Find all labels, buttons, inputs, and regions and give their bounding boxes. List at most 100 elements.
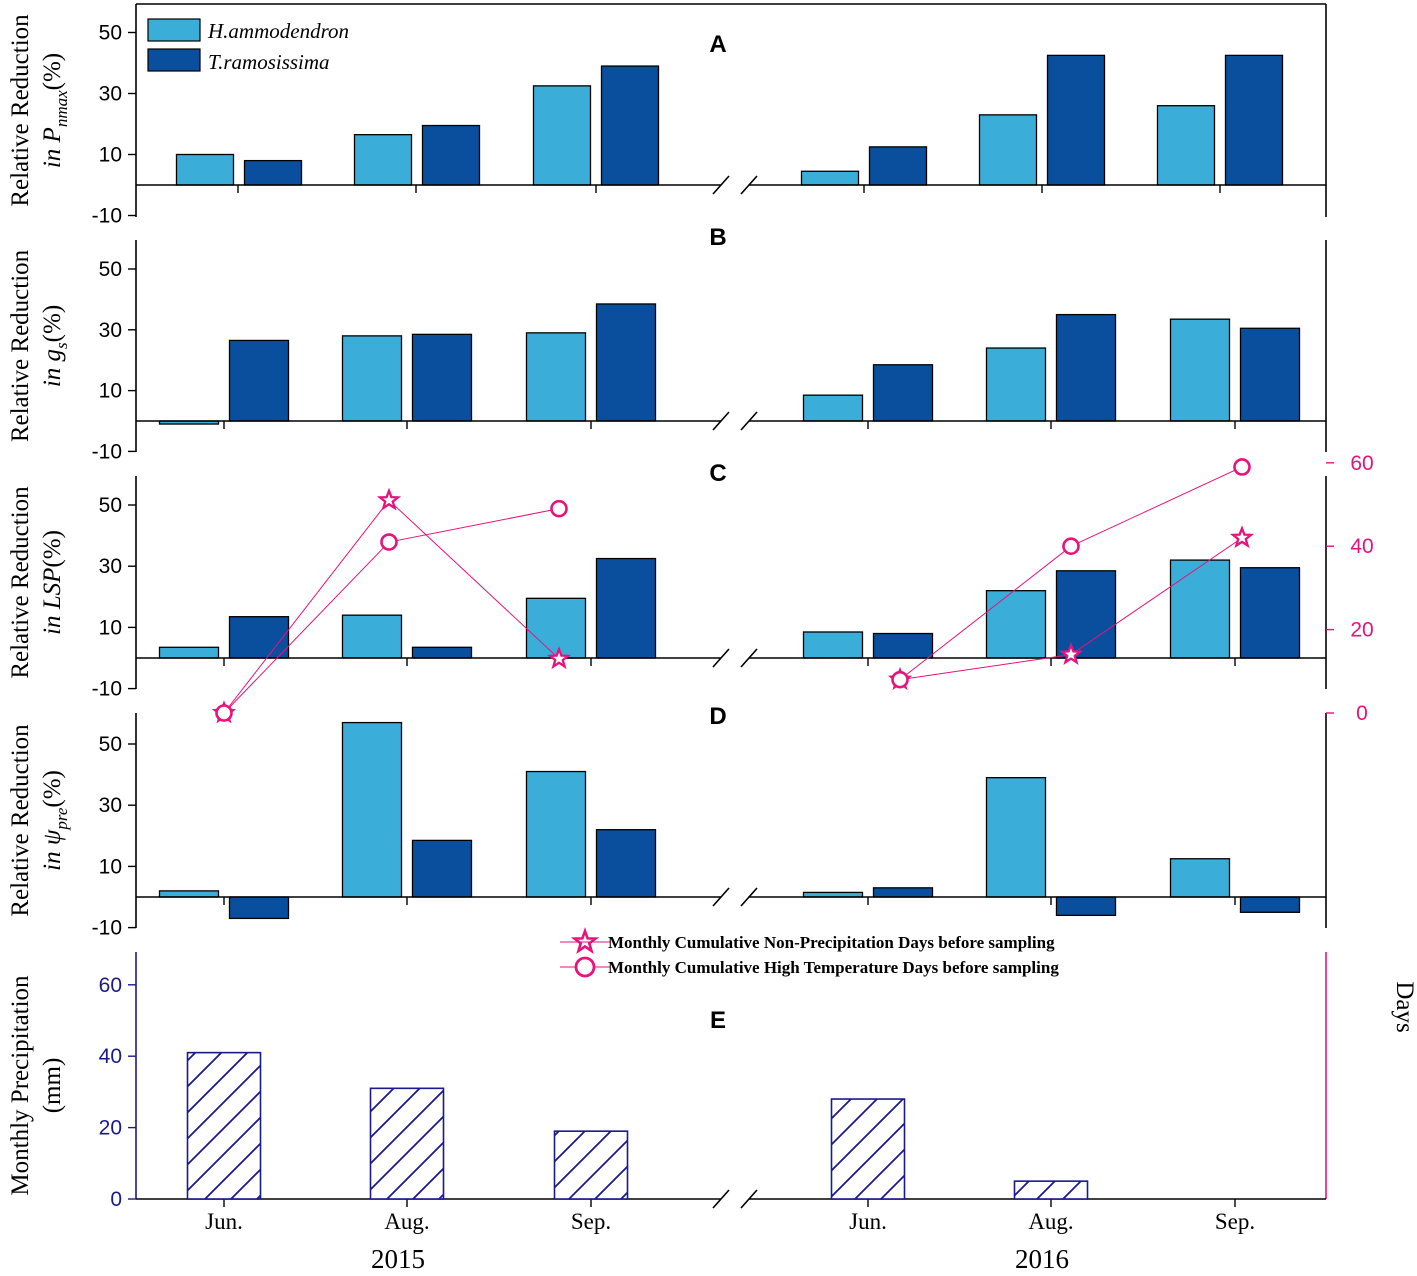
y-tick-label: 30 [99, 794, 122, 817]
precip-bar-2 [553, 1130, 629, 1200]
days-axis-label: Days [1391, 981, 1417, 1032]
circle-marker-icon [1062, 537, 1080, 556]
x-month-label: Sep. [571, 1209, 611, 1234]
y-axis-label: Relative Reduction [7, 14, 34, 207]
bar-a-h-ammodendron-3 [800, 170, 860, 186]
precip-bar-1 [369, 1087, 445, 1200]
bar-d-h-ammodendron-1 [341, 721, 403, 898]
bar-d-t-ramosissima-2 [595, 829, 657, 898]
y-axis-label: Relative Reduction [7, 486, 34, 679]
y-axis-label-sub: in gs(%) [39, 305, 71, 387]
legend-label-t-ramosissima: T.ramosissima [208, 50, 330, 74]
precip-bar-4 [1013, 1180, 1089, 1200]
bar-a-t-ramosissima-2 [600, 65, 660, 186]
precip-tick-label: 60 [99, 974, 122, 997]
y-axis-label: Relative Reduction [7, 724, 34, 917]
y-label-subscript: pre [52, 807, 71, 830]
y-tick-label: -10 [92, 678, 122, 701]
axis-break-mark [712, 175, 730, 195]
y-label-part: in g [39, 349, 66, 387]
bar-d-t-ramosissima-1 [411, 839, 473, 898]
days-tick-label: 20 [1350, 619, 1373, 642]
y-tick-label: 30 [99, 319, 122, 342]
circle-marker-icon [550, 499, 568, 518]
y-label-subscript: s [52, 342, 71, 349]
y-label-part: in LSP [39, 568, 66, 635]
axis-break-mark [712, 1189, 730, 1209]
days-tick-label: 0 [1356, 702, 1368, 725]
bar-a-t-ramosissima-5 [1224, 54, 1284, 186]
y-label-suffix: (%) [39, 305, 66, 342]
axis-break-mark [712, 411, 730, 431]
bar-c-t-ramosissima-1 [411, 646, 473, 659]
panel-a: -10 10 30 50 A Relative Reduction in Pnmax(%) [7, 3, 1327, 228]
y-tick-label: 50 [99, 258, 122, 281]
precip-tick-label: 20 [99, 1117, 122, 1140]
x-month-label: Jun. [849, 1209, 887, 1234]
x-month-label: Jun. [205, 1209, 243, 1234]
precip-bar-0 [186, 1051, 262, 1200]
bar-b-h-ammodendron-5 [1169, 318, 1231, 422]
x-year-label: 2016 [1015, 1244, 1069, 1274]
circle-marker-icon [1233, 458, 1251, 476]
y-label-part: in P [39, 127, 66, 168]
panel-b: -10 10 30 50 B Relative Reduction in gs(%) [7, 224, 1327, 463]
bar-c-h-ammodendron-2 [525, 597, 587, 659]
y-label-part: in ψ [39, 829, 66, 871]
bar-a-h-ammodendron-2 [532, 85, 592, 186]
bar-d-h-ammodendron-5 [1169, 858, 1231, 898]
x-month-label: Sep. [1215, 1209, 1255, 1234]
bar-a-t-ramosissima-1 [421, 124, 481, 186]
x-year-label: 2015 [371, 1244, 425, 1274]
y-tick-label: 10 [99, 144, 122, 167]
bar-d-h-ammodendron-4 [985, 777, 1047, 898]
y-axis-label-sub: in Pnmax(%) [39, 53, 71, 168]
panel-letter: B [709, 224, 726, 251]
circle-marker-icon [215, 704, 233, 722]
panel-letter: E [710, 1007, 726, 1034]
y-label-suffix: (%) [39, 770, 66, 807]
bar-d-t-ramosissima-3 [872, 887, 934, 898]
axis-break-mark [740, 1189, 758, 1209]
y-tick-label: 10 [99, 616, 122, 639]
bar-a-h-ammodendron-1 [353, 134, 413, 186]
bar-a-t-ramosissima-4 [1046, 54, 1106, 186]
x-axis-labels: Jun. Aug. Sep. Jun. Aug. Sep. 2015 2016 [205, 1209, 1255, 1274]
panel-c: -10 10 30 50 C Relative Reduction in LSP(%) [7, 460, 1327, 701]
y-tick-label: 30 [99, 83, 122, 106]
bar-b-t-ramosissima-4 [1055, 313, 1117, 422]
panel-letter: C [709, 460, 726, 487]
bar-b-t-ramosissima-2 [595, 303, 657, 422]
y-tick-label: 50 [99, 494, 122, 517]
x-month-label: Aug. [1028, 1209, 1073, 1234]
bar-c-t-ramosissima-5 [1239, 567, 1301, 659]
panel-letter: A [709, 31, 726, 58]
legend-label-non-precip: Monthly Cumulative Non-Precipitation Day… [608, 933, 1055, 952]
bar-a-h-ammodendron-0 [175, 153, 235, 186]
y-axis-label-sub: in LSP(%) [39, 530, 66, 635]
star-marker-icon [546, 646, 572, 670]
y-axis-label: Relative Reduction [7, 249, 34, 442]
axis-break-mark [740, 648, 758, 668]
bar-b-h-ammodendron-2 [525, 332, 587, 422]
legend-marker-circle-icon [574, 956, 596, 978]
bar-c-h-ammodendron-1 [341, 614, 403, 659]
circle-marker-icon [891, 670, 909, 689]
y-label-subscript: nmax [52, 90, 71, 127]
bar-c-t-ramosissima-3 [872, 632, 934, 659]
star-marker-icon [376, 487, 402, 511]
axis-break-mark [740, 887, 758, 907]
axis-break-mark [712, 648, 730, 668]
panel-e: 0 20 40 60 0 20 40 60 E Monthly Precipitation (mm)… [7, 452, 1417, 1211]
y-tick-label: 50 [99, 733, 122, 756]
bar-d-t-ramosissima-5 [1239, 896, 1301, 913]
bar-b-t-ramosissima-1 [411, 333, 473, 422]
star-marker-icon [1229, 525, 1255, 549]
legend-label-h-ammodendron: H.ammodendron [207, 19, 349, 43]
bar-c-t-ramosissima-2 [595, 557, 657, 659]
precip-axis-label: Monthly Precipitation [7, 975, 34, 1196]
bar-c-t-ramosissima-0 [228, 616, 290, 659]
species-legend: H.ammodendron T.ramosissima [147, 18, 349, 74]
axis-break-mark [740, 411, 758, 431]
bar-d-t-ramosissima-4 [1055, 896, 1117, 917]
